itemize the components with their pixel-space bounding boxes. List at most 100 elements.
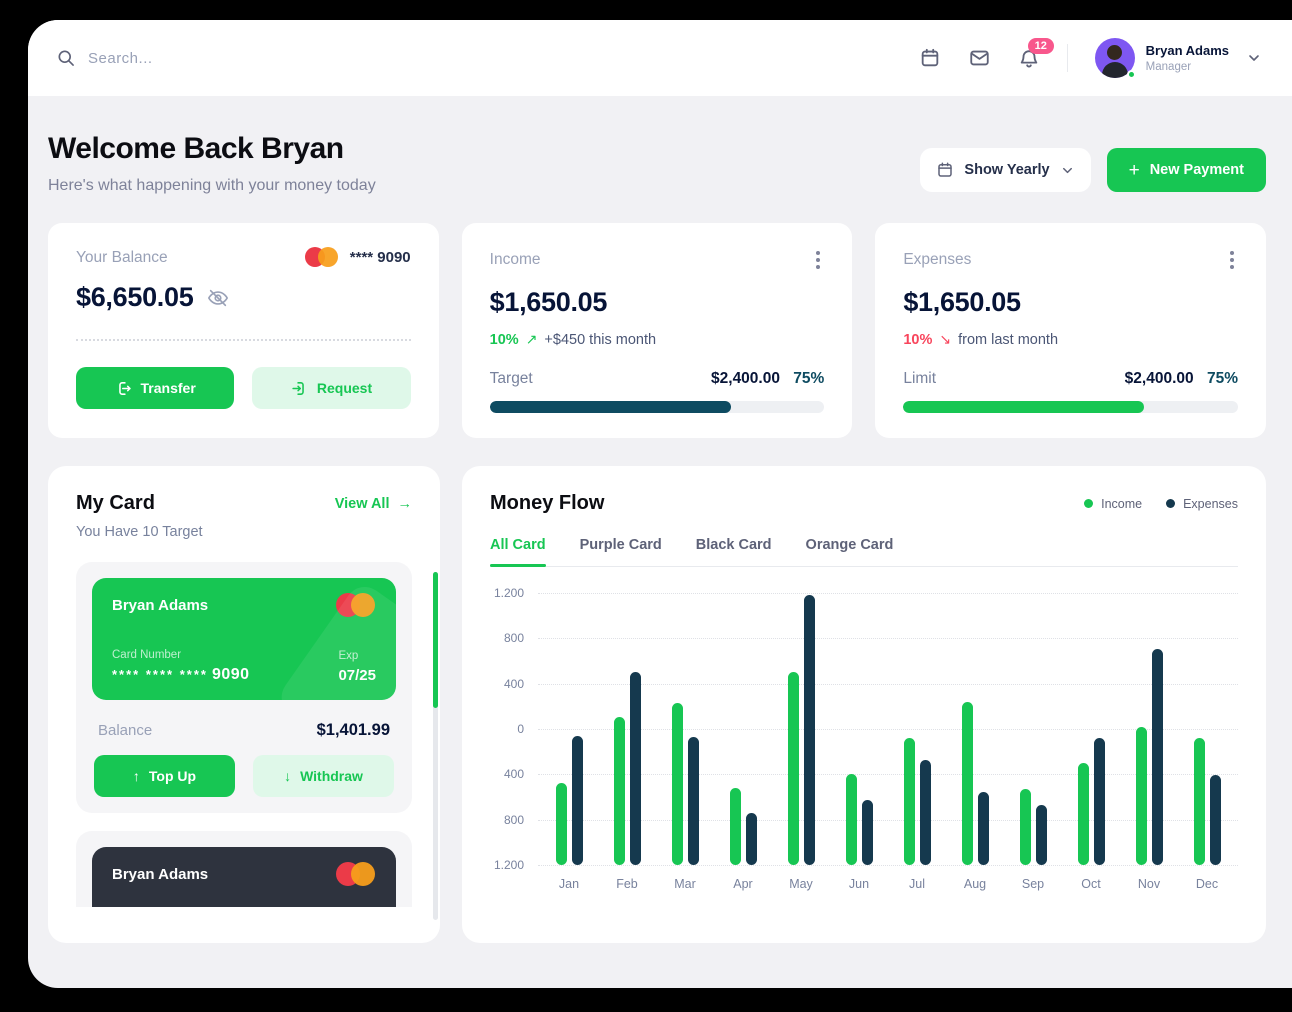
income-progress-fill: [489, 401, 731, 413]
chart-column-nov: [1126, 593, 1172, 865]
eye-off-icon[interactable]: [207, 287, 229, 309]
masked-card-number: **** 9090: [349, 249, 411, 266]
mastercard-icon: [336, 593, 376, 617]
view-all-button[interactable]: View All →: [334, 495, 412, 512]
bar-income-nov[interactable]: [1135, 726, 1147, 865]
expenses-card: Expenses $1,650.05 10% ↘ from last month…: [875, 223, 1266, 438]
top-up-button[interactable]: ↑ Top Up: [94, 755, 235, 797]
target-percent: 75%: [793, 370, 825, 387]
calendar-icon: [921, 48, 938, 67]
gridline: [538, 774, 1238, 776]
y-tick-label: 1.200: [493, 858, 524, 872]
tab-purple-card[interactable]: Purple Card: [580, 537, 662, 566]
bar-expenses-sep[interactable]: [1035, 804, 1047, 865]
tab-orange-card[interactable]: Orange Card: [806, 537, 894, 566]
card-list-item[interactable]: Bryan Adams Card Number **** **** **** 90…: [76, 562, 412, 813]
bar-income-oct[interactable]: [1077, 763, 1089, 865]
period-label: Show Yearly: [964, 162, 1050, 178]
bar-income-may[interactable]: [787, 672, 799, 865]
gridline: [538, 593, 1238, 594]
legend-item-income: Income: [1084, 497, 1142, 511]
target-amount: $2,400.00: [711, 370, 780, 387]
bar-expenses-feb[interactable]: [629, 672, 641, 865]
bell-icon: [1020, 49, 1037, 67]
kebab-menu-icon[interactable]: [1226, 247, 1238, 273]
x-tick-label-aug: Aug: [963, 877, 987, 891]
calendar-button[interactable]: [919, 47, 941, 69]
bar-expenses-may[interactable]: [803, 595, 815, 865]
green-bank-card[interactable]: Bryan Adams Card Number **** **** **** 90…: [92, 578, 396, 700]
x-tick-label-jul: Jul: [909, 877, 925, 891]
notifications-button[interactable]: 12: [1018, 37, 1054, 70]
card-number-masked: **** **** ****: [112, 667, 208, 682]
chart-plot: [538, 593, 1238, 866]
mastercard-icon: [336, 862, 376, 886]
bar-income-aug[interactable]: [961, 701, 973, 865]
limit-amount: $2,400.00: [1124, 370, 1194, 387]
search-input[interactable]: [88, 49, 408, 67]
transfer-button[interactable]: Transfer: [76, 367, 235, 409]
search-bar[interactable]: [56, 48, 919, 68]
withdraw-button[interactable]: ↓ Withdraw: [253, 755, 394, 797]
bar-expenses-nov[interactable]: [1151, 648, 1163, 865]
period-selector[interactable]: Show Yearly: [920, 148, 1091, 192]
bar-income-dec[interactable]: [1193, 738, 1205, 865]
money-flow-panel: Money Flow Income Expenses All Card Purple…: [462, 466, 1266, 943]
scrollbar-thumb[interactable]: [433, 572, 438, 708]
bar-expenses-jun[interactable]: [861, 800, 873, 865]
chart-x-axis: Jan Feb Mar Apr May Jun Jul Aug Sep Oct Nov Dec: [538, 877, 1238, 891]
topbar-divider: [1066, 44, 1068, 72]
online-status-dot: [1126, 70, 1136, 79]
balance-card: Your Balance **** 9090 $6,650.05 Transfe…: [48, 223, 439, 438]
bar-expenses-jul[interactable]: [919, 759, 931, 865]
gridline: [538, 865, 1238, 866]
bar-income-feb[interactable]: [613, 716, 625, 865]
tab-black-card[interactable]: Black Card: [696, 537, 772, 566]
calendar-icon: [938, 162, 953, 177]
y-tick-label: 400: [503, 767, 524, 782]
exp-label: Exp: [338, 650, 359, 662]
user-name: Bryan Adams: [1145, 43, 1229, 58]
request-icon: [292, 381, 304, 395]
bar-expenses-oct[interactable]: [1093, 737, 1105, 865]
chevron-down-icon: [1062, 167, 1072, 173]
bar-expenses-apr[interactable]: [745, 812, 757, 865]
chart-columns: [538, 593, 1238, 865]
x-tick-label-mar: Mar: [674, 877, 696, 891]
profile-menu[interactable]: Bryan Adams Manager: [1094, 38, 1262, 79]
new-payment-label: New Payment: [1149, 162, 1244, 178]
card-balance-value: $1,401.99: [316, 721, 390, 739]
y-tick-label: 0: [517, 722, 524, 736]
card-holder-name: Bryan Adams: [112, 596, 209, 614]
x-tick-label-dec: Dec: [1195, 877, 1219, 891]
dark-bank-card[interactable]: Bryan Adams: [92, 847, 396, 907]
plus-icon: +: [1128, 159, 1140, 181]
messages-button[interactable]: [968, 47, 991, 69]
bar-expenses-dec[interactable]: [1209, 775, 1221, 865]
kebab-menu-icon[interactable]: [812, 247, 824, 273]
new-payment-button[interactable]: + New Payment: [1106, 148, 1266, 192]
tab-all-card[interactable]: All Card: [490, 537, 546, 567]
bar-expenses-mar[interactable]: [687, 736, 699, 865]
bar-expenses-aug[interactable]: [977, 792, 989, 865]
card-number-last4: 9090: [211, 666, 250, 683]
gridline: [538, 683, 1238, 685]
bar-expenses-jan[interactable]: [571, 735, 583, 865]
app-window: 12 Bryan Adams Manager Welcome Back Brya…: [28, 20, 1292, 988]
x-tick-label-may: May: [789, 877, 813, 891]
gridline: [538, 729, 1238, 730]
bar-income-mar[interactable]: [671, 702, 683, 865]
card-list-scrollbar[interactable]: [433, 572, 438, 920]
bar-income-sep[interactable]: [1019, 789, 1031, 865]
bar-income-jun[interactable]: [845, 774, 857, 865]
bar-income-jul[interactable]: [903, 738, 915, 865]
chart-column-dec: [1184, 593, 1230, 865]
trend-down-icon: ↘: [939, 331, 952, 347]
balance-label: Your Balance: [76, 248, 168, 266]
arrow-down-icon: ↓: [284, 768, 292, 784]
card-list-item[interactable]: Bryan Adams: [76, 831, 412, 907]
request-button[interactable]: Request: [252, 367, 411, 409]
bar-income-jan[interactable]: [555, 783, 567, 865]
card-balance-label: Balance: [98, 722, 153, 739]
bar-income-apr[interactable]: [729, 787, 741, 865]
